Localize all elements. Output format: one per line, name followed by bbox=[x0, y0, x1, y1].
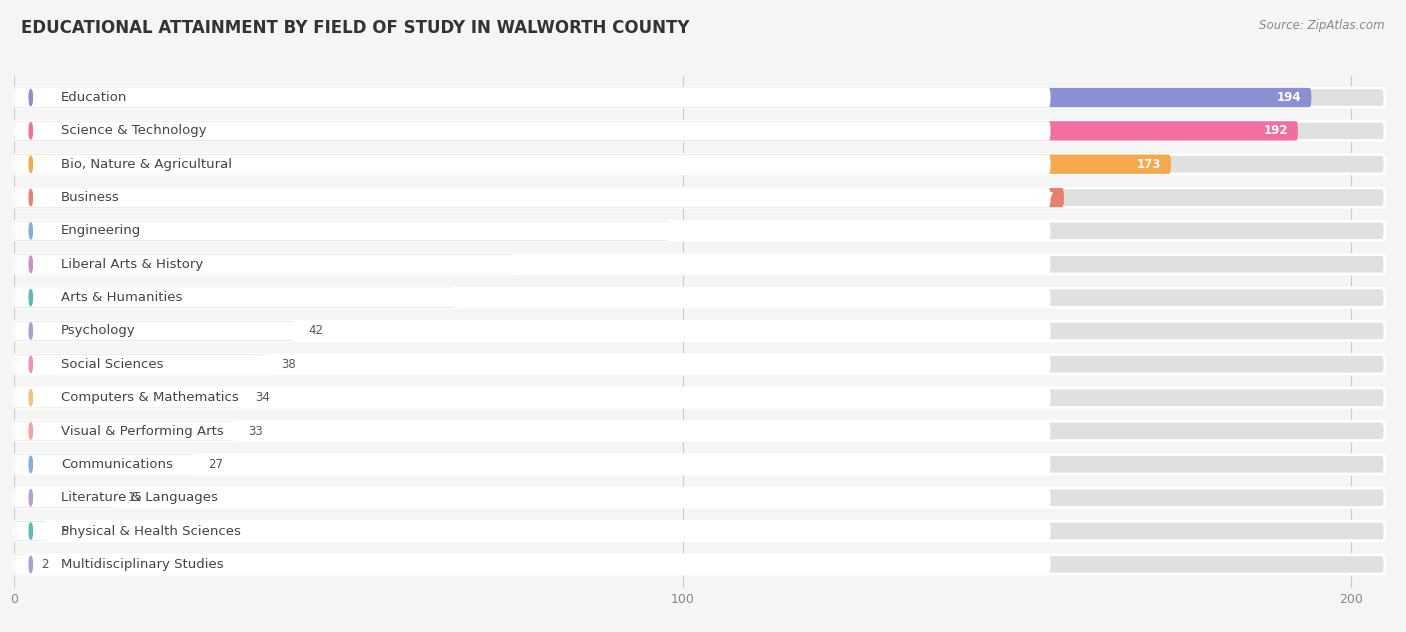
Circle shape bbox=[30, 389, 32, 406]
FancyBboxPatch shape bbox=[14, 321, 1050, 341]
FancyBboxPatch shape bbox=[14, 221, 1385, 241]
FancyBboxPatch shape bbox=[14, 488, 1385, 507]
FancyBboxPatch shape bbox=[14, 521, 1050, 541]
FancyBboxPatch shape bbox=[14, 88, 1312, 107]
Circle shape bbox=[30, 223, 32, 239]
FancyBboxPatch shape bbox=[14, 221, 669, 241]
Text: Communications: Communications bbox=[60, 458, 173, 471]
FancyBboxPatch shape bbox=[14, 88, 1050, 107]
FancyBboxPatch shape bbox=[14, 454, 1385, 474]
FancyBboxPatch shape bbox=[14, 188, 1064, 207]
FancyBboxPatch shape bbox=[14, 388, 1050, 408]
Text: Engineering: Engineering bbox=[60, 224, 141, 238]
Text: 15: 15 bbox=[128, 491, 142, 504]
Text: 66: 66 bbox=[429, 291, 446, 304]
Text: Literature & Languages: Literature & Languages bbox=[60, 491, 218, 504]
Circle shape bbox=[30, 423, 32, 439]
Text: 5: 5 bbox=[60, 525, 69, 538]
Text: 27: 27 bbox=[208, 458, 224, 471]
FancyBboxPatch shape bbox=[14, 88, 1385, 107]
Circle shape bbox=[30, 289, 32, 306]
Text: 38: 38 bbox=[281, 358, 297, 371]
Circle shape bbox=[30, 490, 32, 506]
Text: Arts & Humanities: Arts & Humanities bbox=[60, 291, 183, 304]
Text: 42: 42 bbox=[308, 324, 323, 337]
FancyBboxPatch shape bbox=[14, 288, 1050, 307]
FancyBboxPatch shape bbox=[14, 555, 1050, 574]
Circle shape bbox=[30, 156, 32, 173]
FancyBboxPatch shape bbox=[14, 321, 295, 341]
FancyBboxPatch shape bbox=[14, 321, 1385, 341]
FancyBboxPatch shape bbox=[14, 555, 28, 574]
Circle shape bbox=[30, 523, 32, 539]
Text: 2: 2 bbox=[41, 558, 48, 571]
FancyBboxPatch shape bbox=[14, 454, 194, 474]
FancyBboxPatch shape bbox=[14, 555, 1385, 574]
FancyBboxPatch shape bbox=[14, 155, 1385, 174]
Text: 194: 194 bbox=[1277, 91, 1302, 104]
FancyBboxPatch shape bbox=[14, 121, 1385, 140]
Circle shape bbox=[30, 456, 32, 473]
FancyBboxPatch shape bbox=[14, 422, 1050, 441]
Text: Bio, Nature & Agricultural: Bio, Nature & Agricultural bbox=[60, 158, 232, 171]
FancyBboxPatch shape bbox=[14, 255, 1050, 274]
Circle shape bbox=[30, 89, 32, 106]
Text: Multidisciplinary Studies: Multidisciplinary Studies bbox=[60, 558, 224, 571]
FancyBboxPatch shape bbox=[14, 521, 1385, 541]
Text: EDUCATIONAL ATTAINMENT BY FIELD OF STUDY IN WALWORTH COUNTY: EDUCATIONAL ATTAINMENT BY FIELD OF STUDY… bbox=[21, 19, 689, 37]
FancyBboxPatch shape bbox=[14, 355, 1050, 374]
FancyBboxPatch shape bbox=[14, 355, 269, 374]
FancyBboxPatch shape bbox=[14, 121, 1050, 140]
FancyBboxPatch shape bbox=[14, 388, 242, 408]
FancyBboxPatch shape bbox=[14, 454, 1050, 474]
FancyBboxPatch shape bbox=[14, 155, 1050, 174]
FancyBboxPatch shape bbox=[14, 422, 1385, 441]
FancyBboxPatch shape bbox=[14, 388, 1385, 408]
FancyBboxPatch shape bbox=[14, 188, 1385, 207]
Circle shape bbox=[30, 256, 32, 272]
FancyBboxPatch shape bbox=[14, 155, 1171, 174]
Circle shape bbox=[30, 356, 32, 372]
FancyBboxPatch shape bbox=[14, 288, 1385, 307]
FancyBboxPatch shape bbox=[14, 355, 1385, 374]
FancyBboxPatch shape bbox=[14, 422, 235, 441]
Text: Education: Education bbox=[60, 91, 128, 104]
Text: 173: 173 bbox=[1136, 158, 1161, 171]
Text: Visual & Performing Arts: Visual & Performing Arts bbox=[60, 425, 224, 437]
Circle shape bbox=[30, 190, 32, 205]
Text: 192: 192 bbox=[1264, 125, 1288, 137]
Text: 33: 33 bbox=[247, 425, 263, 437]
FancyBboxPatch shape bbox=[14, 188, 1050, 207]
FancyBboxPatch shape bbox=[14, 488, 1050, 507]
Text: 98: 98 bbox=[643, 224, 659, 238]
FancyBboxPatch shape bbox=[14, 488, 114, 507]
Circle shape bbox=[30, 556, 32, 573]
Text: Science & Technology: Science & Technology bbox=[60, 125, 207, 137]
Circle shape bbox=[30, 323, 32, 339]
FancyBboxPatch shape bbox=[14, 521, 48, 541]
Circle shape bbox=[30, 123, 32, 139]
Text: 157: 157 bbox=[1029, 191, 1054, 204]
Text: 34: 34 bbox=[254, 391, 270, 404]
FancyBboxPatch shape bbox=[14, 288, 456, 307]
Text: Psychology: Psychology bbox=[60, 324, 135, 337]
FancyBboxPatch shape bbox=[14, 221, 1050, 241]
Text: Physical & Health Sciences: Physical & Health Sciences bbox=[60, 525, 240, 538]
Text: Computers & Mathematics: Computers & Mathematics bbox=[60, 391, 239, 404]
FancyBboxPatch shape bbox=[14, 255, 516, 274]
FancyBboxPatch shape bbox=[14, 255, 1385, 274]
Text: Source: ZipAtlas.com: Source: ZipAtlas.com bbox=[1260, 19, 1385, 32]
Text: Liberal Arts & History: Liberal Arts & History bbox=[60, 258, 202, 270]
FancyBboxPatch shape bbox=[14, 121, 1298, 140]
Text: Business: Business bbox=[60, 191, 120, 204]
Text: Social Sciences: Social Sciences bbox=[60, 358, 163, 371]
Text: 75: 75 bbox=[489, 258, 506, 270]
